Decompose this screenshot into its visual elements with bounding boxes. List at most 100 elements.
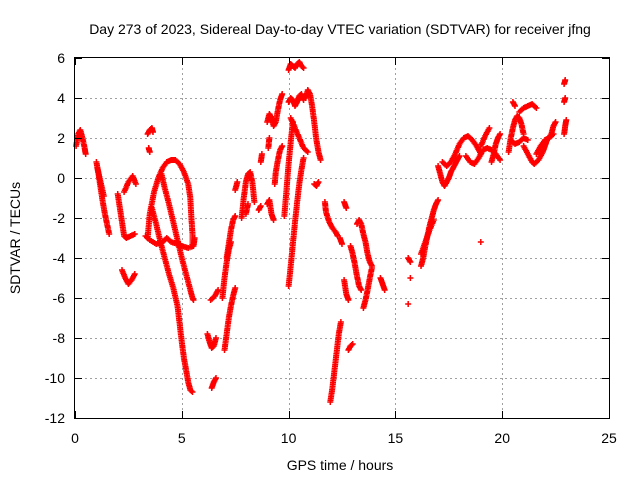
data-point-markers: [509, 99, 518, 109]
data-series-segment: [238, 169, 258, 221]
data-series-segment: [302, 87, 324, 163]
data-point-markers: [533, 131, 557, 157]
data-point-markers: [327, 319, 344, 405]
data-series-segment: [407, 275, 414, 281]
data-series-segment: [285, 91, 307, 109]
data-point-markers: [347, 243, 365, 293]
data-point-markers: [507, 135, 531, 147]
data-series-segment: [257, 151, 265, 165]
y-tick-label: -2: [53, 210, 66, 226]
data-point-markers: [265, 135, 273, 151]
data-series-segment: [516, 101, 540, 115]
x-tick-label: 0: [71, 430, 79, 446]
data-point-markers: [311, 179, 322, 189]
data-point-markers: [561, 77, 569, 87]
data-series-segment: [561, 77, 569, 87]
data-point-markers: [94, 165, 107, 199]
data-point-markers: [354, 217, 375, 269]
x-tick-label: 15: [388, 430, 404, 446]
data-series-segment: [119, 267, 138, 287]
data-point-markers: [145, 145, 153, 155]
data-series-segment: [223, 213, 239, 261]
data-series-segment: [73, 127, 89, 157]
plot-frame: [74, 57, 610, 419]
data-point-markers: [207, 287, 222, 303]
data-series-segment: [121, 173, 139, 195]
data-series-segment: [561, 95, 569, 105]
data-point-markers: [242, 201, 251, 217]
data-series-segment: [477, 239, 484, 245]
chart-title: Day 273 of 2023, Sidereal Day-to-day VTE…: [89, 21, 591, 37]
data-point-markers: [144, 125, 156, 137]
data-point-markers: [321, 199, 341, 239]
data-point-markers: [341, 277, 352, 303]
data-point-markers: [271, 143, 286, 187]
data-series-segment: [255, 203, 264, 213]
data-series-segment: [265, 135, 273, 151]
data-series-segment: [405, 301, 412, 307]
y-tick-label: -6: [53, 290, 66, 306]
data-series-segment: [354, 217, 375, 269]
data-point-markers: [264, 197, 277, 223]
data-series-segment: [341, 199, 350, 211]
data-point-markers: [148, 205, 196, 395]
data-point-markers: [336, 235, 345, 247]
data-series-segment: [242, 201, 251, 217]
y-tick-label: -4: [53, 250, 66, 266]
data-point-markers: [221, 285, 239, 353]
x-tick-label: 25: [601, 430, 617, 446]
data-series-segment: [281, 119, 296, 219]
data-point-markers: [119, 267, 138, 287]
data-series-segment: [360, 265, 375, 311]
data-point-markers: [285, 91, 307, 109]
data-series-segment: [418, 217, 437, 257]
data-series-segment: [435, 153, 463, 189]
data-series-segment: [287, 115, 311, 155]
axes: 0 5 10 15 20 25 -12 -10 -8 -6 -4 -2 0 2 4 6: [45, 50, 617, 446]
data-point-markers: [407, 275, 414, 281]
data-series-segment: [377, 275, 388, 293]
data-point-markers: [204, 331, 219, 351]
data-series-segment: [208, 375, 219, 391]
data-series-segment: [232, 179, 241, 193]
y-tick-label: 2: [57, 130, 65, 146]
x-tick-label: 20: [494, 430, 510, 446]
data-series-segment: [311, 179, 322, 189]
data-series-segment: [341, 277, 352, 303]
data-point-markers: [477, 125, 493, 149]
data-point-markers: [158, 171, 197, 303]
y-tick-label: 0: [57, 170, 65, 186]
data-point-markers: [255, 203, 264, 213]
data-series-segment: [271, 143, 286, 187]
data-series-segment: [221, 285, 239, 353]
data-point-markers: [232, 179, 241, 193]
data-point-markers: [360, 265, 375, 311]
data-series-segment: [93, 159, 113, 237]
data-point-markers: [302, 87, 324, 163]
data-point-markers: [345, 341, 356, 353]
y-tick-label: -10: [45, 370, 65, 386]
data-point-markers: [73, 127, 89, 157]
data-series-segment: [327, 319, 344, 405]
data-series-segment: [207, 287, 222, 303]
data-series-segment: [336, 235, 345, 247]
data-series-segment: [507, 135, 531, 147]
data-series-segment: [439, 133, 484, 169]
data-series-segment: [264, 91, 286, 129]
data-point-markers: [238, 169, 258, 221]
data-point-markers: [341, 199, 350, 211]
data-series-segment: [477, 125, 493, 149]
data-point-markers: [520, 119, 559, 167]
x-axis-label: GPS time / hours: [287, 457, 394, 473]
data-series-segment: [285, 155, 307, 289]
data-point-markers: [257, 151, 265, 165]
data-series-segment: [144, 125, 156, 137]
data-series: [73, 59, 570, 405]
data-series-segment: [488, 131, 504, 165]
data-point-markers: [561, 95, 569, 105]
data-point-markers: [435, 153, 463, 189]
data-series-segment: [94, 165, 107, 199]
data-series-segment: [145, 145, 153, 155]
data-series-segment: [405, 255, 414, 265]
